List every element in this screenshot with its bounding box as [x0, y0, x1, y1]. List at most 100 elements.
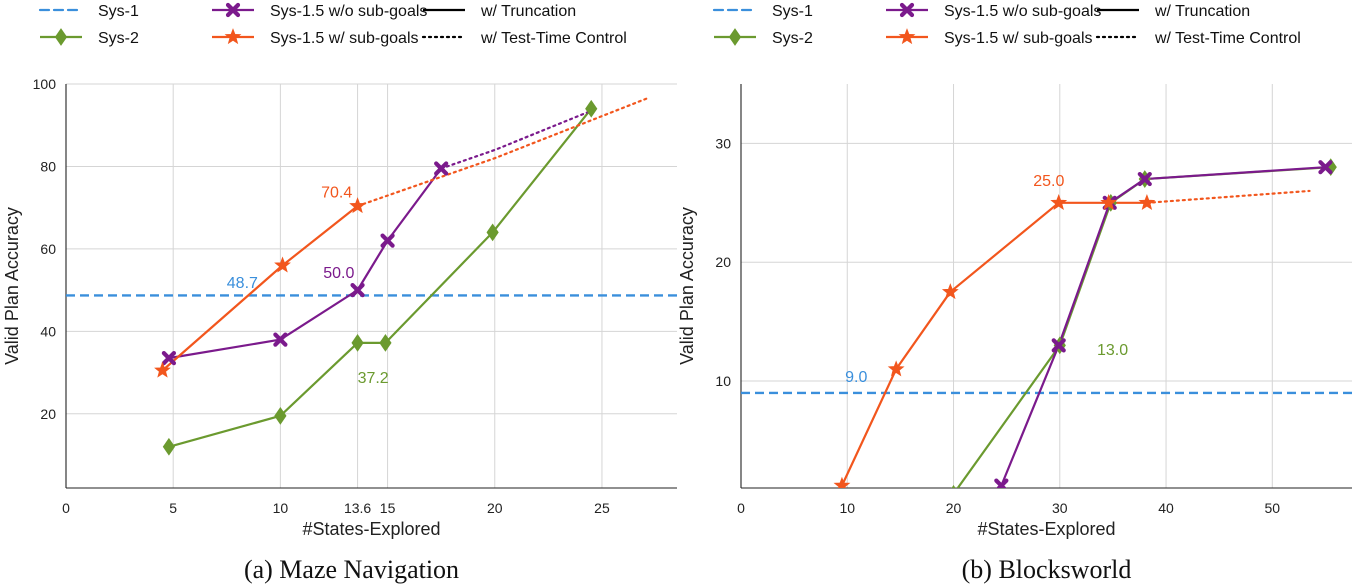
legend-label: Sys-1.5 w/o sub-goals [270, 3, 427, 20]
data-label: 25.0 [1033, 173, 1064, 190]
legend-marker [224, 28, 242, 45]
legend-label: w/ Truncation [1154, 3, 1250, 20]
x-tick-label: 0 [737, 500, 745, 516]
data-point-sys-1-5-w-o-sub-goals [350, 283, 365, 298]
legend-item-sys-1: Sys-1 [712, 3, 813, 20]
legend-label: w/ Test-Time Control [480, 30, 627, 47]
x-tick-label: 20 [946, 500, 962, 516]
data-point-sys-1-5-w-sub-goals [833, 476, 851, 488]
legend-label: Sys-1.5 w/ sub-goals [270, 30, 419, 47]
x-tick-label: 20 [487, 500, 503, 516]
y-tick-label: 80 [40, 158, 56, 174]
series-line-sys-2 [956, 166, 1331, 488]
x-tick-label: 30 [1052, 500, 1068, 516]
data-point-sys-1-5-w-sub-goals [941, 283, 959, 300]
x-tick-label: 10 [839, 500, 855, 516]
chart-blocksworld: 0 10 20 30 40 50 10 20 30 9.0 25.0 13.0 #States-Ex… [677, 84, 1352, 584]
legend-item-sys-2: Sys-2 [40, 28, 139, 47]
legend-item-sys-1-5-w-sub-goals: Sys-1.5 w/ sub-goals [886, 28, 1093, 47]
y-tick-label: 20 [715, 254, 731, 270]
data-point-sys-1-5-w-sub-goals [887, 360, 905, 377]
legend-label: Sys-1 [772, 3, 813, 20]
data-point-sys-2 [379, 334, 392, 352]
data-label: 48.7 [227, 275, 258, 292]
y-tick-label: 30 [715, 135, 731, 151]
series-line-sys-2 [168, 108, 593, 448]
data-label: 50.0 [323, 265, 354, 282]
data-point-sys-2 [951, 485, 956, 488]
data-point-sys-1-5-w-sub-goals [1138, 193, 1156, 210]
legend-label: Sys-2 [98, 30, 139, 47]
data-point-sys-1-5-w-o-sub-goals [1137, 171, 1152, 187]
data-point-sys-1-5-w-o-sub-goals [994, 478, 1009, 488]
legend-label: w/ Test-Time Control [1154, 30, 1301, 47]
legend-marker [54, 28, 68, 46]
y-axis-label: Valid Plan Accuracy [677, 207, 697, 365]
data-point-sys-2 [351, 334, 364, 352]
data-point-sys-1-5-w-sub-goals [154, 361, 171, 378]
data-point-sys-1-5-w-o-sub-goals [1051, 338, 1066, 353]
legend-item-w-test-time-control: w/ Test-Time Control [421, 30, 627, 47]
data-point-sys-1-5-w-o-sub-goals [380, 233, 395, 248]
data-point-sys-1-5-w-sub-goals [1100, 193, 1118, 210]
data-point-sys-1-5-w-sub-goals [274, 256, 291, 273]
legend-item-w-test-time-control: w/ Test-Time Control [1095, 30, 1301, 47]
y-tick-label: 10 [715, 373, 731, 389]
series-line-sys-1-5-w-o-sub-goals-test-time-control [440, 109, 593, 170]
x-tick-label: 25 [594, 500, 610, 516]
data-point-sys-2 [486, 223, 499, 242]
legend-item-w-truncation: w/ Truncation [1097, 3, 1250, 20]
data-point-sys-1-5-w-sub-goals [349, 197, 366, 214]
data-point-sys-1-5-w-sub-goals [1050, 193, 1068, 210]
legend-label: Sys-2 [772, 30, 813, 47]
series-line-sys-1-5-w-sub-goals [161, 205, 359, 372]
data-point-sys-1-5-w-o-sub-goals [273, 332, 288, 347]
legend-item-w-truncation: w/ Truncation [423, 3, 576, 20]
data-point-sys-2 [585, 99, 598, 118]
legend-marker [728, 28, 742, 46]
x-tick-label: 40 [1158, 500, 1174, 516]
chart-maze-navigation: 0 5 10 13.6 15 20 25 20 40 60 80 100 48.7 70.4 50.0 37… [2, 76, 677, 584]
x-axis-label: #States-Explored [977, 519, 1115, 539]
legend-label: Sys-1.5 w/o sub-goals [944, 3, 1101, 20]
legend-maze: Sys-1 Sys-2 Sys-1.5 w/o sub-goals Sys-1.5 w… [38, 2, 627, 47]
legend-marker [898, 28, 916, 45]
legend-item-sys-1-5-w-o-sub-goals: Sys-1.5 w/o sub-goals [212, 2, 427, 20]
x-tick-label: 15 [380, 500, 396, 516]
x-tick-label: 0 [62, 500, 70, 516]
x-tick-label: 10 [273, 500, 289, 516]
legend-marker [899, 2, 915, 18]
legend-item-sys-2: Sys-2 [714, 28, 813, 47]
legend-item-sys-1: Sys-1 [38, 3, 139, 20]
y-tick-label: 60 [40, 241, 56, 257]
series-line-sys-1-5-w-o-sub-goals [1000, 166, 1326, 487]
legend-item-sys-1-5-w-sub-goals: Sys-1.5 w/ sub-goals [212, 28, 419, 47]
data-label: 13.0 [1097, 342, 1128, 359]
data-point-sys-1-5-w-o-sub-goals [161, 351, 177, 366]
y-tick-label: 100 [33, 76, 57, 92]
data-label: 70.4 [321, 184, 352, 201]
legend-item-sys-1-5-w-o-sub-goals: Sys-1.5 w/o sub-goals [886, 2, 1101, 20]
legend-label: w/ Truncation [480, 3, 576, 20]
x-tick-label: 50 [1265, 500, 1281, 516]
y-axis-label: Valid Plan Accuracy [2, 207, 22, 365]
legend-label: Sys-1 [98, 3, 139, 20]
caption: (b) Blocksworld [962, 555, 1132, 584]
x-tick-label: 5 [169, 500, 177, 516]
data-point-sys-2 [162, 437, 176, 456]
data-label: 9.0 [845, 369, 867, 386]
caption: (a) Maze Navigation [244, 555, 459, 584]
series-line-sys-1-5-w-sub-goals-test-time-control [1145, 189, 1311, 204]
series-line-sys-1-5-w-sub-goals-test-time-control [356, 97, 649, 208]
data-point-sys-1-5-w-o-sub-goals [1318, 160, 1333, 175]
y-tick-label: 20 [40, 406, 56, 422]
legend-label: Sys-1.5 w/ sub-goals [944, 30, 1093, 47]
y-tick-label: 40 [40, 323, 56, 339]
legend-marker [225, 2, 241, 18]
data-point-sys-1-5-w-o-sub-goals [434, 161, 449, 176]
x-axis-label: #States-Explored [302, 519, 440, 539]
data-label: 37.2 [358, 370, 389, 387]
x-tick-label: 13.6 [344, 500, 371, 516]
data-point-sys-2 [274, 406, 287, 425]
